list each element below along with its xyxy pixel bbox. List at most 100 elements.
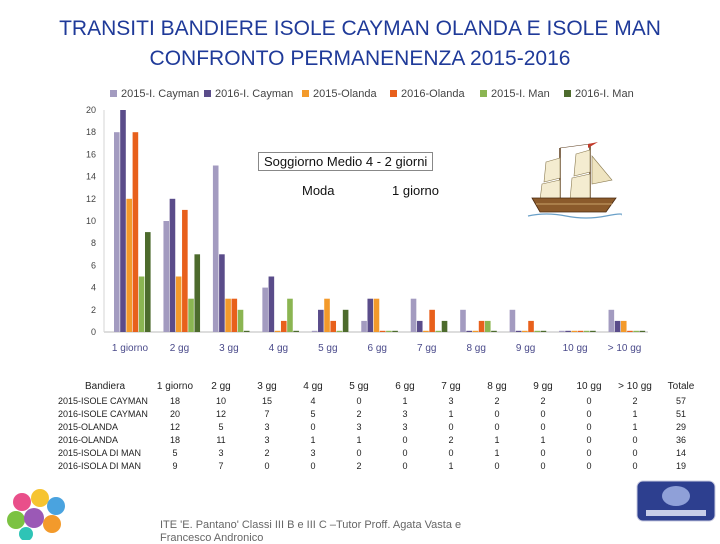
table-cell: 0: [310, 460, 316, 471]
table-cell: 0: [586, 421, 592, 432]
table-header-cell: 10 gg: [576, 380, 602, 392]
table-cell: 1: [356, 434, 362, 445]
bar: [182, 209, 188, 332]
bar: [639, 330, 646, 332]
table-cell: 0: [540, 421, 546, 432]
table-row: 2016-OLANDA 18 11 3 1 1 0 2 1 1 0 0 36: [58, 433, 704, 446]
bar: [608, 309, 615, 332]
bar: [169, 198, 176, 332]
bar: [324, 298, 330, 332]
bar: [262, 287, 268, 332]
bar: [212, 165, 219, 332]
table-cell: 57: [675, 395, 686, 406]
legend-swatch: [480, 90, 487, 97]
pantano-logo: [636, 480, 716, 522]
x-tick-label: 9 gg: [516, 343, 535, 354]
bar: [528, 320, 534, 332]
y-tick-label: 16: [86, 149, 96, 159]
bar: [515, 330, 522, 332]
table-cell: 2: [448, 434, 454, 445]
title-line-1: TRANSITI BANDIERE ISOLE CAYMAN OLANDA E …: [59, 17, 661, 40]
annotation-moda-value: 1 giorno: [392, 183, 439, 198]
table-header-cell: 3 gg: [257, 380, 277, 392]
bar: [491, 330, 497, 332]
table-cell: 1: [632, 421, 638, 432]
bar: [559, 330, 565, 332]
bar: [126, 198, 132, 332]
bar: [342, 309, 349, 332]
annotation-moda-label: Moda: [302, 183, 335, 198]
bar: [583, 330, 590, 332]
legend-swatch: [110, 90, 117, 97]
table-cell: 0: [402, 460, 408, 471]
bar: [460, 309, 466, 332]
table-cell: 2: [494, 395, 500, 406]
bar: [367, 298, 374, 332]
legend-entry: 2016-Olanda: [401, 88, 465, 100]
table-header-cell: 9 gg: [533, 380, 553, 392]
bar: [614, 320, 621, 332]
table-cell: 51: [675, 408, 686, 419]
y-tick-label: 20: [86, 105, 96, 115]
table-row-label: 2015-ISOLE CAYMAN: [58, 395, 148, 406]
footer-line-2: Francesco Andronico: [160, 532, 264, 544]
table-cell: 0: [632, 447, 638, 458]
x-tick-label: 10 gg: [563, 343, 588, 354]
table-row: 2015-ISOLA DI MAN 5 3 2 3 0 0 0 1 0 0 0 14: [58, 446, 704, 459]
y-tick-label: 2: [91, 305, 96, 315]
x-tick-label: 3 gg: [219, 343, 238, 354]
table-cell: 0: [448, 421, 454, 432]
table-row: 2016-ISOLA DI MAN 9 7 0 0 2 0 1 0 0 0 0 19: [58, 459, 704, 472]
bar: [361, 320, 367, 332]
bar: [478, 320, 485, 332]
table-header-cell: 2 gg: [211, 380, 231, 392]
table-cell: 0: [494, 408, 500, 419]
legend-swatch: [204, 90, 211, 97]
table-cell: 3: [264, 421, 270, 432]
table-row-label: 2016-ISOLE CAYMAN: [58, 408, 148, 419]
table-cell: 1: [540, 434, 546, 445]
y-tick-label: 8: [91, 238, 96, 248]
bar: [163, 221, 170, 332]
table-cell: 0: [264, 460, 270, 471]
table-cell: 1: [494, 447, 500, 458]
bar: [627, 330, 633, 332]
bar: [435, 330, 442, 332]
bar: [441, 320, 448, 332]
table-header-cell: 6 gg: [395, 380, 415, 392]
table-cell: 2: [632, 395, 638, 406]
sailing-ship-image: [527, 142, 622, 219]
bar: [336, 330, 343, 332]
table-cell: 1: [494, 434, 500, 445]
annotation-soggiorno: Soggiorno Medio 4 - 2 giorni: [258, 152, 434, 171]
table-header-cell: 7 gg: [441, 380, 461, 392]
bar: [188, 298, 194, 332]
legend-entry: 2015-I. Cayman: [121, 88, 199, 100]
table-cell: 0: [586, 460, 592, 471]
footer-line-1: ITE 'E. Pantano' Classi III B e III C –T…: [160, 519, 462, 531]
bar: [373, 298, 380, 332]
table-row-label: 2015-ISOLA DI MAN: [58, 447, 142, 458]
bar: [633, 330, 639, 332]
bar: [219, 254, 225, 332]
bar: [287, 298, 293, 332]
table-cell: 12: [169, 421, 180, 432]
y-tick-label: 10: [86, 216, 96, 226]
y-tick-label: 12: [86, 194, 96, 204]
x-tick-label: 4 gg: [269, 343, 288, 354]
y-tick-label: 18: [86, 127, 96, 137]
table-cell: 29: [675, 421, 686, 432]
table-cell: 1: [402, 395, 408, 406]
table-row: 2015-OLANDA 12 5 3 0 3 3 0 0 0 0 1 29: [58, 420, 704, 433]
table-cell: 0: [540, 447, 546, 458]
table-cell: 0: [586, 447, 592, 458]
bar: [268, 276, 275, 332]
bar: [540, 330, 547, 332]
table-cell: 0: [356, 395, 362, 406]
table-cell: 0: [586, 395, 592, 406]
table-cell: 3: [402, 408, 408, 419]
table-cell: 5: [218, 421, 224, 432]
bar: [225, 298, 231, 332]
table-cell: 14: [675, 447, 686, 458]
bar: [416, 320, 423, 332]
